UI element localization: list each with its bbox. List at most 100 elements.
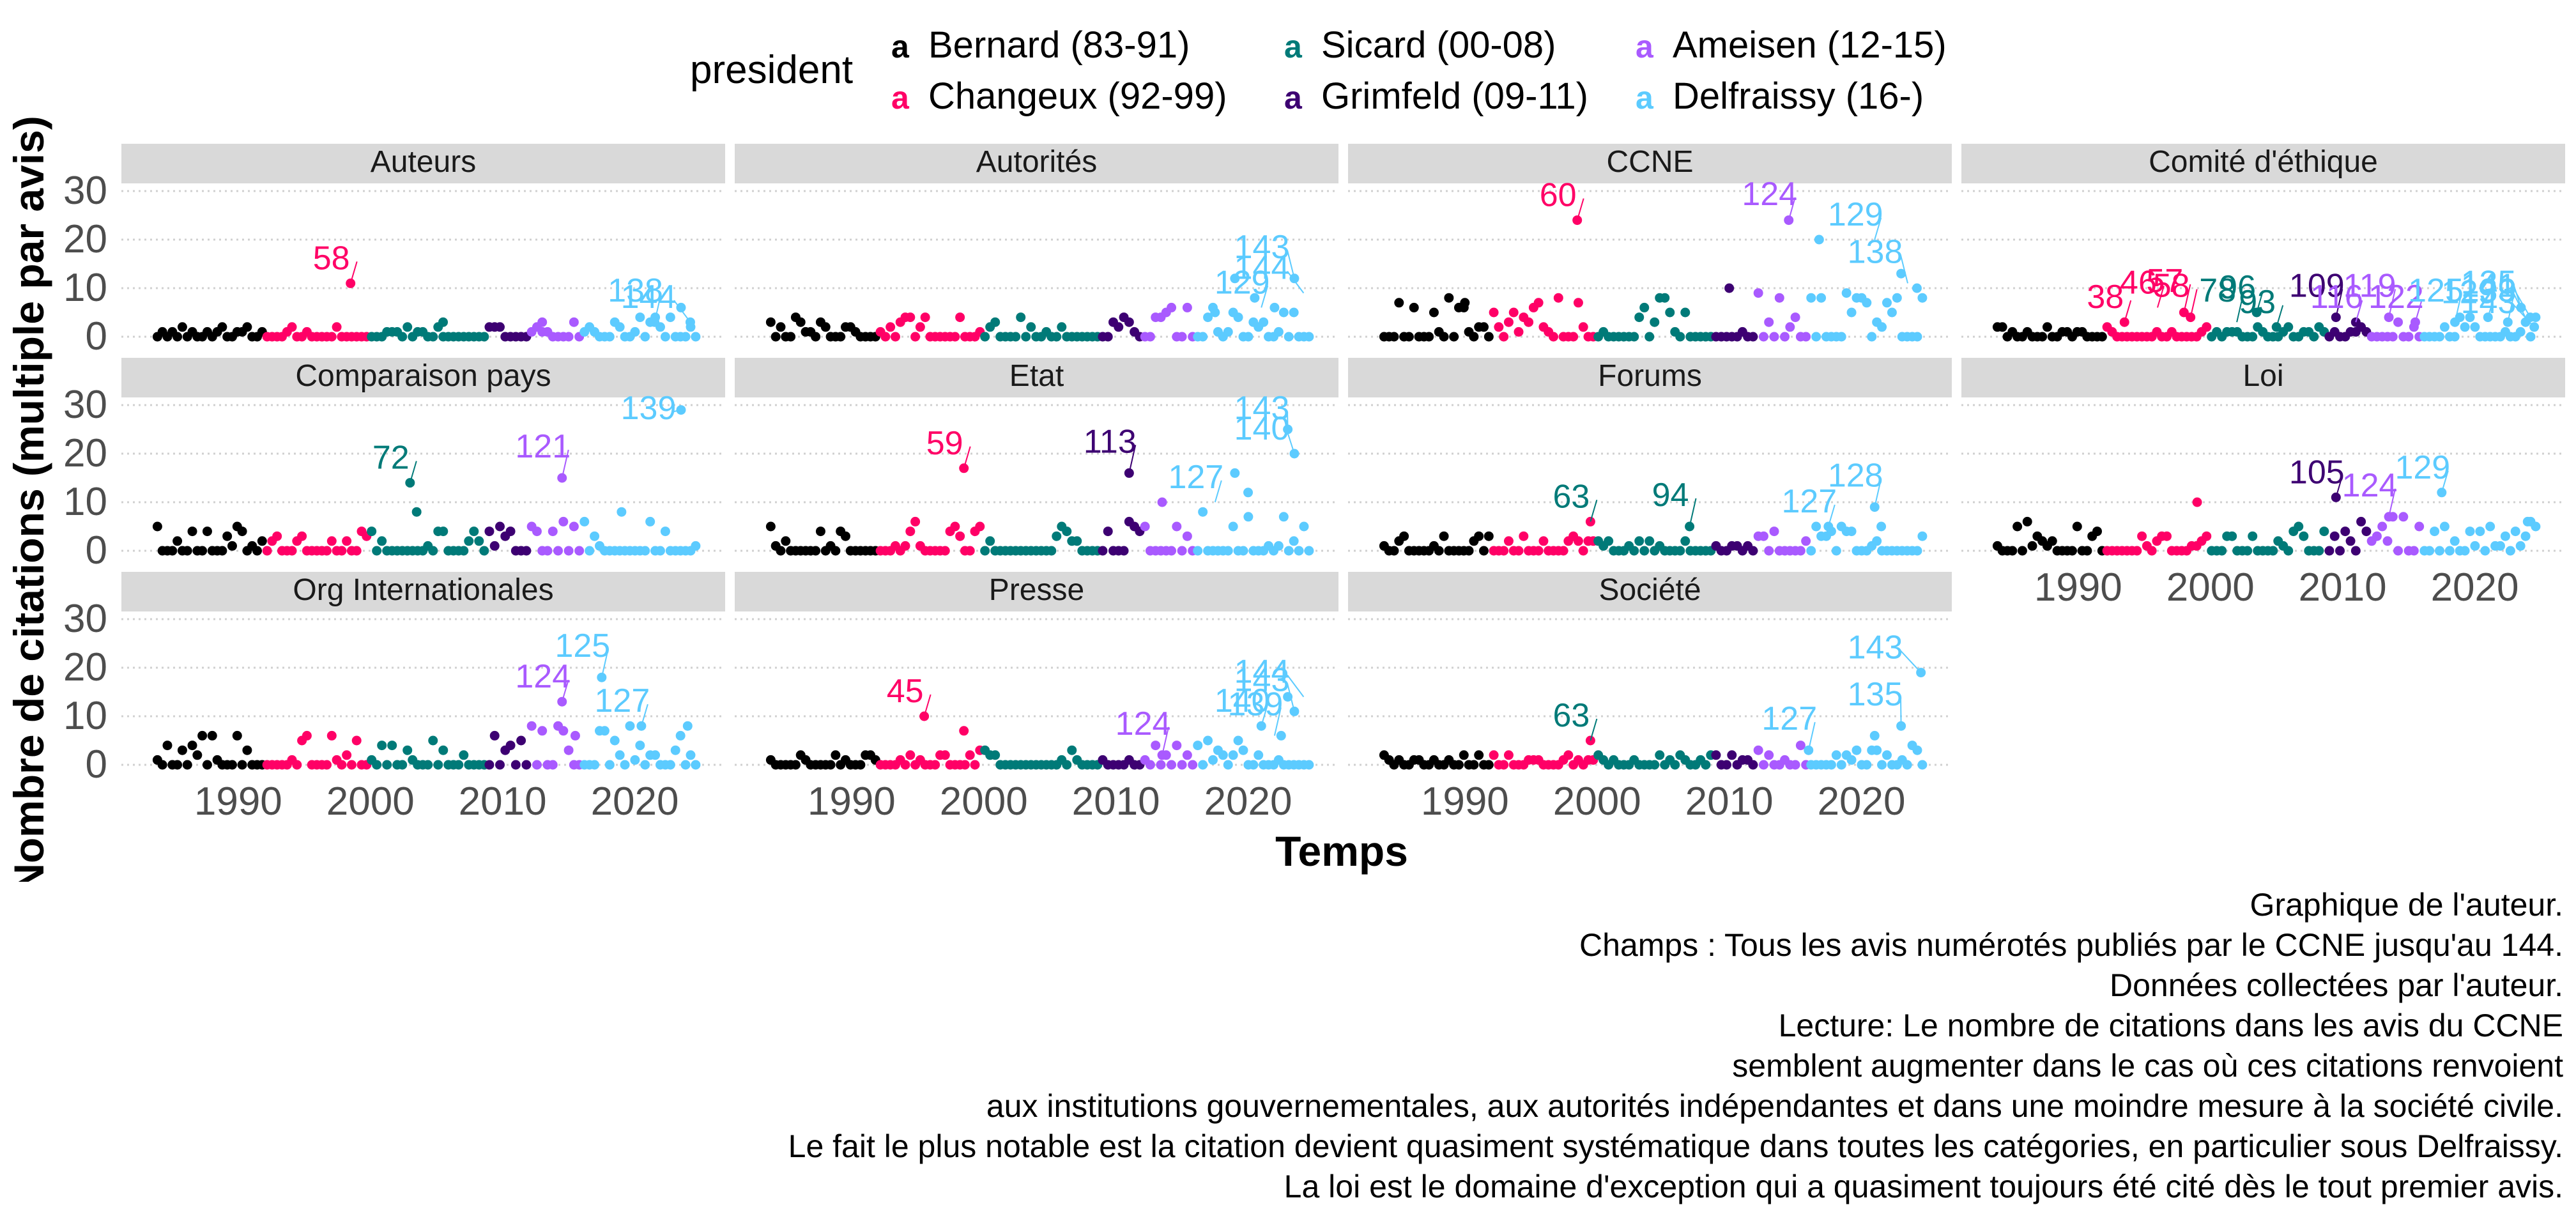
data-point bbox=[1304, 332, 1314, 342]
data-point bbox=[1758, 531, 1768, 541]
data-point bbox=[831, 546, 841, 556]
data-point bbox=[1254, 750, 1264, 760]
data-label: 116 bbox=[2310, 279, 2363, 316]
label-leader bbox=[2183, 284, 2191, 313]
label-leader bbox=[1788, 197, 1796, 220]
data-point bbox=[1389, 332, 1399, 342]
data-point bbox=[1248, 760, 1259, 770]
data-point bbox=[1289, 536, 1299, 546]
data-point bbox=[1016, 312, 1026, 323]
data-point bbox=[1177, 332, 1187, 342]
data-point bbox=[1103, 332, 1113, 342]
data-label: 109 bbox=[2289, 268, 2345, 305]
label-leader bbox=[2355, 300, 2363, 323]
data-point bbox=[1409, 302, 1419, 312]
data-point bbox=[337, 546, 347, 556]
data-label: 140 bbox=[1215, 682, 1270, 719]
data-point bbox=[257, 536, 267, 546]
data-point bbox=[1867, 332, 1877, 342]
x-axis-title: Temps bbox=[1275, 827, 1408, 875]
data-point bbox=[2430, 526, 2440, 537]
data-point bbox=[297, 531, 307, 541]
data-point bbox=[1503, 536, 1514, 546]
data-point bbox=[1062, 760, 1072, 770]
data-point bbox=[950, 521, 960, 532]
data-point bbox=[2314, 546, 2324, 556]
data-point bbox=[1474, 750, 1484, 760]
data-label: 78 bbox=[2199, 272, 2236, 309]
data-point bbox=[2082, 546, 2092, 556]
label-leader bbox=[561, 449, 569, 479]
label-leader bbox=[1900, 650, 1922, 673]
data-point bbox=[2531, 521, 2541, 532]
caption-line: Données collectées par l'auteur. bbox=[2110, 967, 2563, 1003]
data-label: 94 bbox=[1652, 477, 1689, 514]
data-point bbox=[2526, 332, 2536, 342]
data-label: 135 bbox=[1848, 676, 1903, 713]
data-label: 124 bbox=[515, 658, 571, 695]
data-point bbox=[900, 541, 910, 551]
data-point bbox=[765, 317, 776, 327]
data-point bbox=[836, 332, 846, 342]
data-point bbox=[351, 546, 362, 556]
data-point bbox=[569, 521, 579, 532]
data-point bbox=[2017, 546, 2027, 556]
data-point bbox=[1997, 322, 2007, 332]
data-point bbox=[585, 546, 595, 556]
facet-title: Comparaison pays bbox=[295, 359, 551, 393]
data-point bbox=[1198, 760, 1208, 770]
label-leader bbox=[2388, 289, 2396, 318]
data-label: 125 bbox=[2408, 272, 2464, 309]
data-point bbox=[1514, 327, 1524, 337]
label-leader bbox=[2513, 289, 2531, 318]
label-leader bbox=[963, 446, 971, 469]
data-label: 138 bbox=[1848, 233, 1903, 270]
data-point bbox=[1273, 541, 1284, 551]
data-point bbox=[2202, 531, 2212, 541]
data-point bbox=[660, 526, 670, 537]
data-point bbox=[2324, 546, 2334, 556]
data-point bbox=[292, 760, 302, 770]
data-label: 141 bbox=[2461, 268, 2517, 305]
data-label: 140 bbox=[1234, 410, 1290, 447]
data-point bbox=[1753, 745, 1763, 755]
data-point bbox=[905, 750, 916, 760]
data-point bbox=[1203, 735, 1213, 746]
data-point bbox=[1816, 293, 1827, 303]
data-point bbox=[1655, 750, 1665, 760]
label-leader bbox=[2189, 289, 2198, 318]
data-point bbox=[489, 730, 500, 741]
data-point bbox=[1846, 526, 1857, 537]
data-label: 139 bbox=[621, 390, 677, 427]
x-tick-label: 2000 bbox=[1553, 780, 1641, 824]
data-point bbox=[1887, 307, 1897, 318]
data-point bbox=[1021, 332, 1031, 342]
label-leader bbox=[1287, 683, 1295, 712]
y-tick-label: 0 bbox=[86, 314, 107, 358]
data-point bbox=[2522, 516, 2533, 526]
data-point bbox=[1634, 312, 1644, 323]
data-label: 58 bbox=[313, 240, 350, 277]
data-point bbox=[237, 526, 247, 537]
data-point bbox=[1826, 760, 1836, 770]
data-point bbox=[1072, 536, 1082, 546]
data-point bbox=[2248, 531, 2258, 541]
data-point bbox=[1453, 760, 1464, 770]
data-point bbox=[1644, 332, 1655, 342]
data-point bbox=[1223, 546, 1233, 556]
data-point bbox=[1243, 512, 1254, 522]
data-label: 124 bbox=[1742, 176, 1797, 213]
data-point bbox=[564, 332, 574, 342]
label-leader bbox=[923, 694, 931, 717]
data-point bbox=[1748, 546, 1758, 556]
x-tick-label: 2010 bbox=[2299, 565, 2387, 610]
y-tick-label: 10 bbox=[63, 480, 107, 524]
data-point bbox=[691, 332, 701, 342]
data-point bbox=[2465, 526, 2475, 537]
data-point bbox=[1098, 546, 1108, 556]
data-point bbox=[167, 546, 178, 556]
data-point bbox=[537, 726, 548, 736]
data-label: 135 bbox=[2461, 264, 2517, 301]
data-point bbox=[1877, 322, 1887, 332]
data-point bbox=[397, 332, 408, 342]
